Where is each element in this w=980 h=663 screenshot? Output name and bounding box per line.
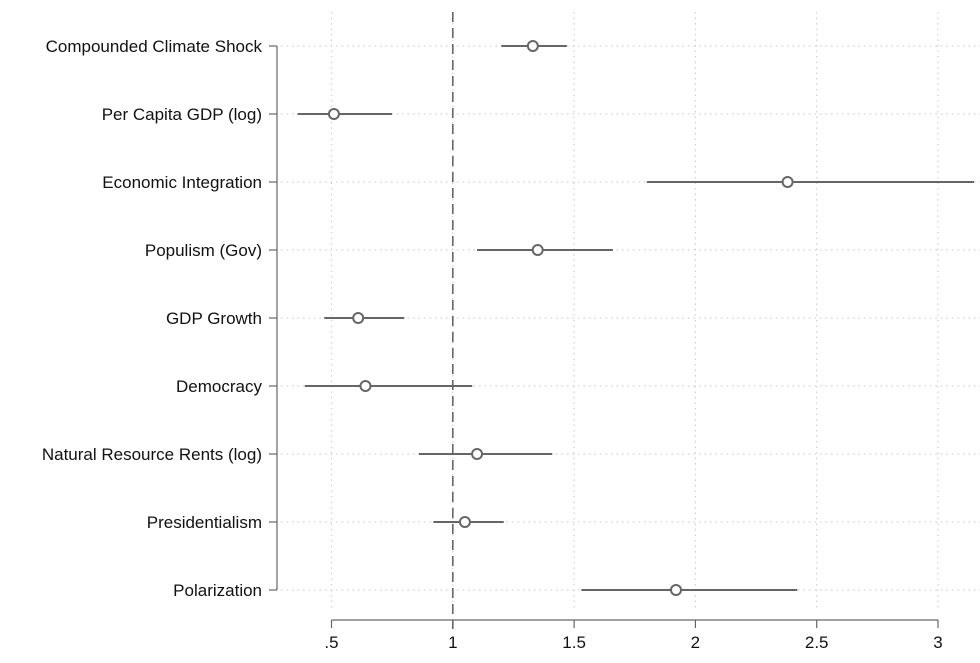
category-label: Populism (Gov): [145, 241, 262, 260]
category-label: Per Capita GDP (log): [102, 105, 262, 124]
x-tick-label: 1.5: [562, 633, 586, 652]
category-label: GDP Growth: [166, 309, 262, 328]
category-label: Natural Resource Rents (log): [42, 445, 262, 464]
point-estimate: [531, 244, 544, 256]
point-estimate: [359, 380, 372, 392]
category-label: Compounded Climate Shock: [46, 37, 263, 56]
marks-layer: [297, 40, 974, 596]
point-estimate: [352, 312, 365, 324]
category-label: Democracy: [176, 377, 262, 396]
category-label: Economic Integration: [102, 173, 262, 192]
category-label: Polarization: [173, 581, 262, 600]
x-tick-label: 3: [933, 633, 942, 652]
point-estimate: [526, 40, 539, 52]
point-estimate: [471, 448, 484, 460]
point-estimate: [669, 584, 682, 596]
label-layer: .5 1 1.5 2 2.5 3 Compounded Climate Shock Per C…: [42, 37, 943, 652]
x-tick-label: .5: [324, 633, 338, 652]
point-estimate: [327, 108, 340, 120]
x-tick-label: 2: [691, 633, 700, 652]
point-estimate: [781, 176, 794, 188]
grid-layer: [281, 12, 980, 609]
x-tick-label: 2.5: [805, 633, 829, 652]
point-estimate: [458, 516, 471, 528]
x-tick-label: 1: [448, 633, 457, 652]
axis-layer: [269, 45, 939, 628]
category-label: Presidentialism: [147, 513, 262, 532]
